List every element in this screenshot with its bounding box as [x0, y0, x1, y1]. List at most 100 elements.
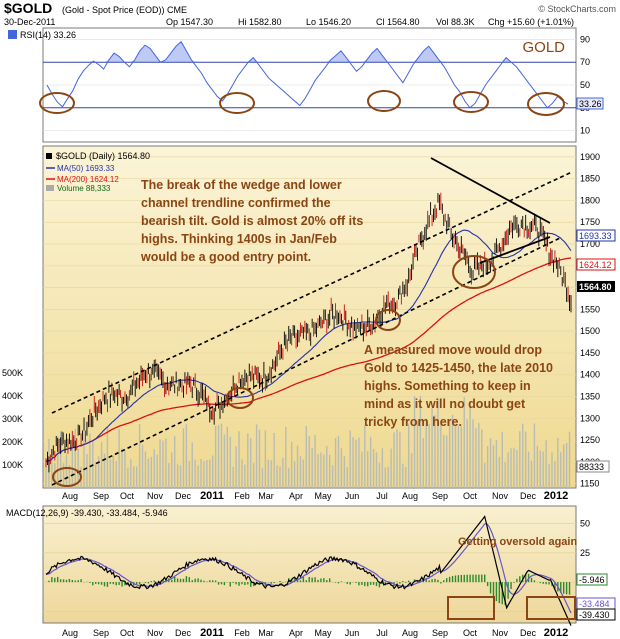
- price-tick: 1700: [580, 239, 600, 249]
- volume-bar: [59, 431, 62, 488]
- price-tick: 1750: [580, 217, 600, 227]
- volume-bar: [545, 440, 547, 488]
- annotation-line: highs. Thinking 1400s in Jan/Feb: [141, 232, 337, 246]
- x-tick-label: 2012: [544, 627, 568, 639]
- symbol-title: $GOLD: [4, 0, 52, 16]
- volume-bar: [226, 426, 229, 488]
- macd-hist-bar: [95, 582, 97, 584]
- volume-bar: [282, 457, 284, 488]
- macd-hist-bar: [74, 580, 76, 583]
- volume-bar: [358, 437, 360, 488]
- macd-hist-bar: [112, 582, 114, 585]
- macd-hist-bar: [323, 578, 325, 583]
- macd-hist-bar: [100, 582, 103, 585]
- macd-hist-bar: [355, 582, 357, 583]
- volume-bar: [229, 436, 231, 488]
- price-tick: 1150: [580, 479, 599, 489]
- volume-bar: [314, 435, 316, 488]
- macd-hist-bar: [402, 581, 404, 583]
- macd-hist-bar: [54, 577, 56, 583]
- macd-hist-bar: [296, 580, 299, 583]
- volume-bar: [469, 405, 471, 488]
- macd-hist-bar: [428, 580, 430, 583]
- macd-hist-bar: [185, 576, 188, 583]
- volume-bar: [299, 455, 302, 488]
- macd-hist-bar: [220, 582, 223, 585]
- macd-hist-bar: [171, 579, 173, 583]
- volume-tick: 100K: [2, 460, 23, 470]
- macd-hist-bar: [311, 577, 313, 583]
- macd-hist-bar: [448, 576, 451, 583]
- x-tick-label: Sep: [432, 628, 448, 638]
- volume-bar: [244, 464, 246, 488]
- macd-hist-bar: [361, 582, 363, 585]
- ma50-line: [45, 229, 572, 463]
- volume-bar: [165, 438, 167, 488]
- x-tick-label: Sep: [93, 491, 109, 501]
- macd-hist-bar: [516, 578, 518, 583]
- price-circle-1: [52, 467, 82, 487]
- volume-bar: [361, 451, 363, 488]
- volume-bar: [217, 424, 220, 488]
- volume-bar: [381, 448, 384, 488]
- macd-hist-bar: [513, 582, 515, 583]
- macd-hist-bar: [434, 578, 436, 583]
- macd-hist-bar: [279, 581, 281, 583]
- macd-hist-bar: [71, 580, 74, 583]
- volume-bar: [45, 459, 47, 488]
- volume-bar: [384, 467, 386, 488]
- annotation-line: Gold to 1425-1450, the late 2010: [364, 361, 553, 375]
- volume-bar: [138, 423, 141, 488]
- rsi-grid: [43, 39, 576, 131]
- volume-bar: [364, 424, 366, 488]
- x-tick-label: Mar: [258, 491, 274, 501]
- macd-hist-bar: [162, 578, 164, 583]
- annotation-line: would be a good entry point.: [140, 250, 311, 264]
- volume-bar: [419, 395, 422, 488]
- volume-bar: [250, 438, 252, 488]
- volume-bar: [89, 433, 91, 488]
- volume-bar: [565, 442, 568, 488]
- volume-bar: [68, 465, 71, 488]
- wedge-upper-line: [430, 157, 551, 224]
- volume-bar: [524, 431, 527, 488]
- macd-hist-bar: [519, 576, 521, 583]
- macd-hist-bar: [489, 582, 492, 594]
- volume-bar: [95, 461, 97, 488]
- volume-bar: [519, 431, 521, 488]
- macd-hist-bar: [507, 582, 509, 599]
- macd-hist-bar: [121, 582, 123, 587]
- legend-volume: Volume 88,333: [57, 184, 111, 193]
- volume-bar: [425, 419, 427, 488]
- macd-hist-bar: [542, 582, 544, 584]
- macd-hist-bar: [229, 582, 231, 587]
- rsi-circle-4: [453, 91, 489, 113]
- volume-bar: [54, 463, 56, 488]
- macd-hist-bar: [179, 578, 182, 583]
- volume-bar: [118, 429, 120, 488]
- macd-hist-bar: [510, 582, 512, 590]
- macd-hist-bar: [188, 577, 191, 583]
- volume-bar: [86, 454, 88, 488]
- volume-bar: [481, 429, 483, 488]
- volume-bar: [144, 451, 147, 488]
- macd-hist-bar: [135, 582, 138, 585]
- volume-bar: [413, 396, 416, 488]
- macd-hist-bar: [466, 574, 468, 583]
- volume-bar: [115, 461, 117, 488]
- macd-hist-bar: [299, 580, 302, 583]
- macd-hist-bar: [443, 580, 445, 583]
- header-low: Lo 1546.20: [306, 17, 351, 27]
- volume-bar: [527, 451, 530, 488]
- price-tick: 1350: [580, 392, 600, 402]
- volume-bar: [402, 463, 404, 488]
- volume-bar: [428, 424, 430, 488]
- rsi-circle-3: [367, 90, 401, 112]
- macd-hist-bar: [317, 579, 319, 583]
- macd-hist-bar: [340, 581, 343, 583]
- volume-bar: [457, 425, 460, 488]
- annotation-line: A measured move would drop: [364, 343, 542, 357]
- macd-hist-bar: [498, 582, 501, 604]
- header-high: Hi 1582.80: [238, 17, 282, 27]
- macd-hist-bar: [173, 576, 176, 583]
